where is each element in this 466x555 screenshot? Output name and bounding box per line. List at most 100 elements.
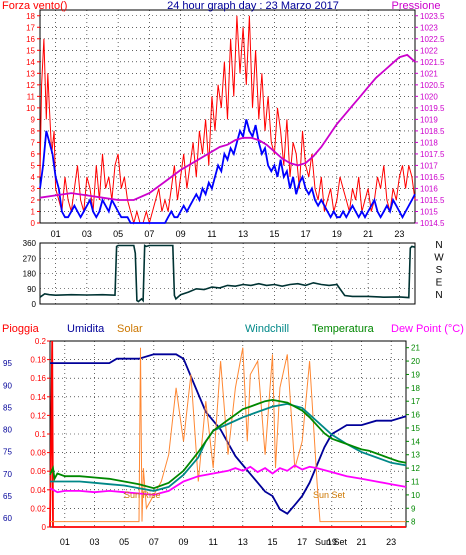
rain-y-ticks: 0 0.02 0.04 0.06 0.08 0.1 0.12 0.14 0.16 0.18 0.2: [30, 337, 50, 532]
temp-y-tick-label: 10: [411, 491, 420, 500]
temp-x-tick-label: 15: [267, 537, 277, 547]
wind-y-tick-label: 7: [31, 138, 36, 147]
wind-x-tick-label: 19: [332, 229, 342, 239]
rain-y-tick-label: 0.06: [30, 467, 46, 476]
compass-label: N: [435, 240, 442, 251]
legend-humidity: Umidita: [67, 323, 105, 335]
wind-y-tick-label: 15: [26, 46, 35, 55]
series-windBlue-line: [39, 119, 416, 224]
pressure-y-tick-label: 1023.5: [420, 12, 445, 21]
pressure-y-tick-label: 1016.5: [420, 173, 445, 182]
series-rain-line: [49, 340, 406, 528]
pressure-axis-label: Pressione: [392, 0, 441, 12]
humidity-y-tick-label: 60: [3, 514, 12, 523]
temp-y-tick-label: 17: [411, 397, 420, 406]
pressure-y-tick-label: 1023: [420, 23, 438, 32]
compass-label: S: [436, 265, 443, 276]
rain-y-tick-label: 0.14: [30, 393, 46, 402]
temp-grid: [50, 340, 406, 528]
series-solar-line: [50, 347, 406, 523]
wind-y-tick-label: 16: [26, 35, 35, 44]
wind-x-ticks: 01 03 05 07 09 11 13 15 17 19 21 23: [51, 229, 405, 239]
wind-y-tick-label: 0: [31, 219, 36, 228]
pressure-y-ticks: 1014.5 1015 1015.5 1016 1016.5 1017 1017.5 1018…: [415, 12, 445, 228]
pressure-y-tick-label: 1022: [420, 46, 438, 55]
temp-y-tick-label: 14: [411, 437, 420, 446]
wind-series: [39, 15, 416, 225]
temp-plot-area: [49, 340, 407, 528]
sun-rise-label: Sun Rise: [124, 490, 161, 500]
temp-y-tick-label: 11: [411, 478, 420, 487]
rain-y-tick-label: 0.08: [30, 449, 46, 458]
legend-dewpoint: Dew Point (°C): [391, 323, 464, 335]
pressure-y-tick-label: 1021: [420, 69, 438, 78]
temp-x-tick-label: 07: [149, 537, 159, 547]
wind-y-tick-label: 9: [31, 115, 36, 124]
chart-title: 24 hour graph day : 23 Marzo 2017: [167, 0, 339, 12]
temp-y-tick-label: 21: [411, 344, 420, 353]
wind-y-tick-label: 6: [31, 150, 36, 159]
wind-x-tick-label: 17: [301, 229, 311, 239]
temp-x-tick-label: 23: [386, 537, 396, 547]
wind-y-tick-label: 18: [26, 12, 35, 21]
wind-x-tick-label: 23: [394, 229, 404, 239]
series-dewpoint-line: [49, 464, 407, 496]
sun-set-axis-label: Sun Set: [315, 537, 348, 547]
wind-y-tick-label: 11: [27, 92, 36, 101]
compass-label: W: [434, 253, 444, 264]
wind-y-tick-label: 2: [31, 196, 36, 205]
temp-x-tick-label: 11: [208, 537, 217, 547]
temp-x-tick-label: 17: [297, 537, 307, 547]
wind-y-tick-label: 14: [26, 58, 35, 67]
wind-x-tick-label: 11: [207, 229, 216, 239]
temp-y-tick-label: 12: [411, 464, 420, 473]
temp-y-tick-label: 9: [411, 504, 416, 513]
series-direction-line: [39, 244, 416, 303]
pressure-y-tick-label: 1017: [420, 161, 438, 170]
humidity-y-tick-label: 90: [3, 381, 12, 390]
rain-y-tick-label: 0.02: [30, 504, 46, 513]
temp-x-ticks: 01 03 05 07 09 11 13 15 17 19 21 23: [60, 537, 396, 547]
pressure-y-tick-label: 1021.5: [420, 58, 445, 67]
series-humidity-line: [50, 353, 407, 515]
pressure-y-tick-label: 1014.5: [420, 219, 445, 228]
humidity-y-tick-label: 80: [3, 426, 12, 435]
humidity-y-tick-label: 65: [3, 492, 12, 501]
rain-y-tick-label: 0: [42, 523, 47, 532]
wind-y-tick-label: 10: [26, 104, 35, 113]
series-temperature-line: [49, 398, 407, 490]
humidity-y-tick-label: 75: [3, 448, 12, 457]
pressure-y-tick-label: 1020: [420, 92, 438, 101]
pressure-y-tick-label: 1022.5: [420, 35, 445, 44]
wind-x-tick-label: 09: [176, 229, 186, 239]
wind-y-tick-label: 4: [31, 173, 36, 182]
pressure-y-tick-label: 1016: [420, 184, 438, 193]
pressure-y-tick-label: 1015.5: [420, 196, 445, 205]
temp-y-tick-label: 16: [411, 411, 420, 420]
wind-x-tick-label: 21: [363, 229, 373, 239]
temp-y-tick-label: 13: [411, 451, 420, 460]
legend-windchill: Windchill: [245, 323, 289, 335]
wind-x-tick-label: 01: [51, 229, 61, 239]
rain-y-tick-label: 0.18: [30, 356, 46, 365]
pressure-y-tick-label: 1017.5: [420, 150, 445, 159]
series-wind-line: [39, 15, 416, 225]
humidity-y-ticks: 60 65 70 75 80 85 90 95: [3, 359, 12, 523]
direction-series: [39, 244, 416, 303]
temp-y-tick-label: 20: [411, 357, 420, 366]
temp-y-ticks: 8 9 10 11 12 13 14 15 16 17 18 19 20 21: [406, 344, 420, 527]
direction-y-tick-label: 0: [32, 300, 37, 309]
direction-y-tick-label: 270: [23, 254, 37, 263]
wind-y-tick-label: 8: [31, 127, 36, 136]
humidity-y-tick-label: 70: [3, 470, 12, 479]
wind-x-tick-label: 13: [238, 229, 248, 239]
pressure-y-tick-label: 1019.5: [420, 104, 445, 113]
rain-y-tick-label: 0.16: [30, 374, 46, 383]
wind-y-tick-label: 17: [26, 23, 35, 32]
pressure-y-tick-label: 1020.5: [420, 81, 445, 90]
temp-x-tick-label: 01: [60, 537, 70, 547]
temp-y-tick-label: 19: [411, 370, 420, 379]
